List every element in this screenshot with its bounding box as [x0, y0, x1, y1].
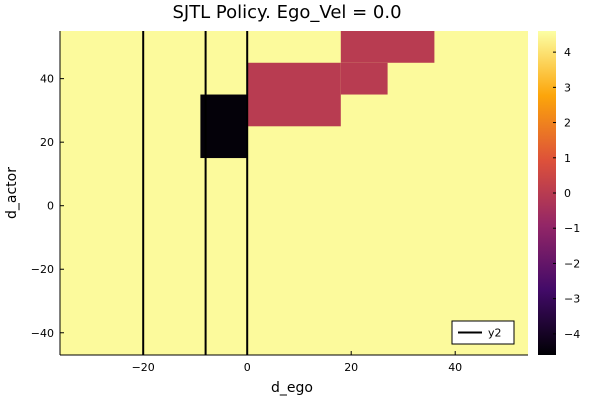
- chart-title: SJTL Policy. Ego_Vel = 0.0: [172, 2, 401, 23]
- x-tick-label: 40: [448, 361, 462, 374]
- y-tick-label: −20: [31, 263, 54, 276]
- legend-box: [451, 320, 515, 345]
- colorbar-tick-label: −3: [564, 293, 580, 306]
- legend: y2: [451, 320, 515, 345]
- colorbar-tick-label: 2: [564, 117, 571, 130]
- y-tick-label: 40: [40, 73, 54, 86]
- legend-label: y2: [488, 327, 502, 340]
- x-tick-label: 0: [244, 361, 251, 374]
- colorbar-tick-label: −1: [564, 222, 580, 235]
- colorbar-tick-label: 0: [564, 187, 571, 200]
- x-axis-label: d_ego: [271, 380, 313, 396]
- colorbar-tick-label: 3: [564, 81, 571, 94]
- y-tick-label: −40: [31, 327, 54, 340]
- colorbar-tick-label: 1: [564, 152, 571, 165]
- y-tick-label: 20: [40, 136, 54, 149]
- heatmap-cell: [340, 31, 435, 63]
- x-tick-label: −20: [132, 361, 155, 374]
- heatmap-cell: [200, 94, 248, 159]
- y-tick-label: 0: [47, 200, 54, 213]
- colorbar-fill: [538, 31, 556, 355]
- heatmap-cell: [340, 62, 388, 95]
- y-axis-label: d_actor: [4, 167, 20, 219]
- heatmap-cell: [247, 62, 341, 127]
- colorbar-tick-label: −2: [564, 257, 580, 270]
- colorbar: −4 −3 −2 −1 0 1 2 3 4: [538, 31, 580, 355]
- x-tick-label: 20: [344, 361, 358, 374]
- plot-area: −20 0 20 40 −40 −20 0 20 40 y2: [31, 31, 528, 374]
- colorbar-tick-label: 4: [564, 46, 571, 59]
- colorbar-tick-label: −4: [564, 328, 580, 341]
